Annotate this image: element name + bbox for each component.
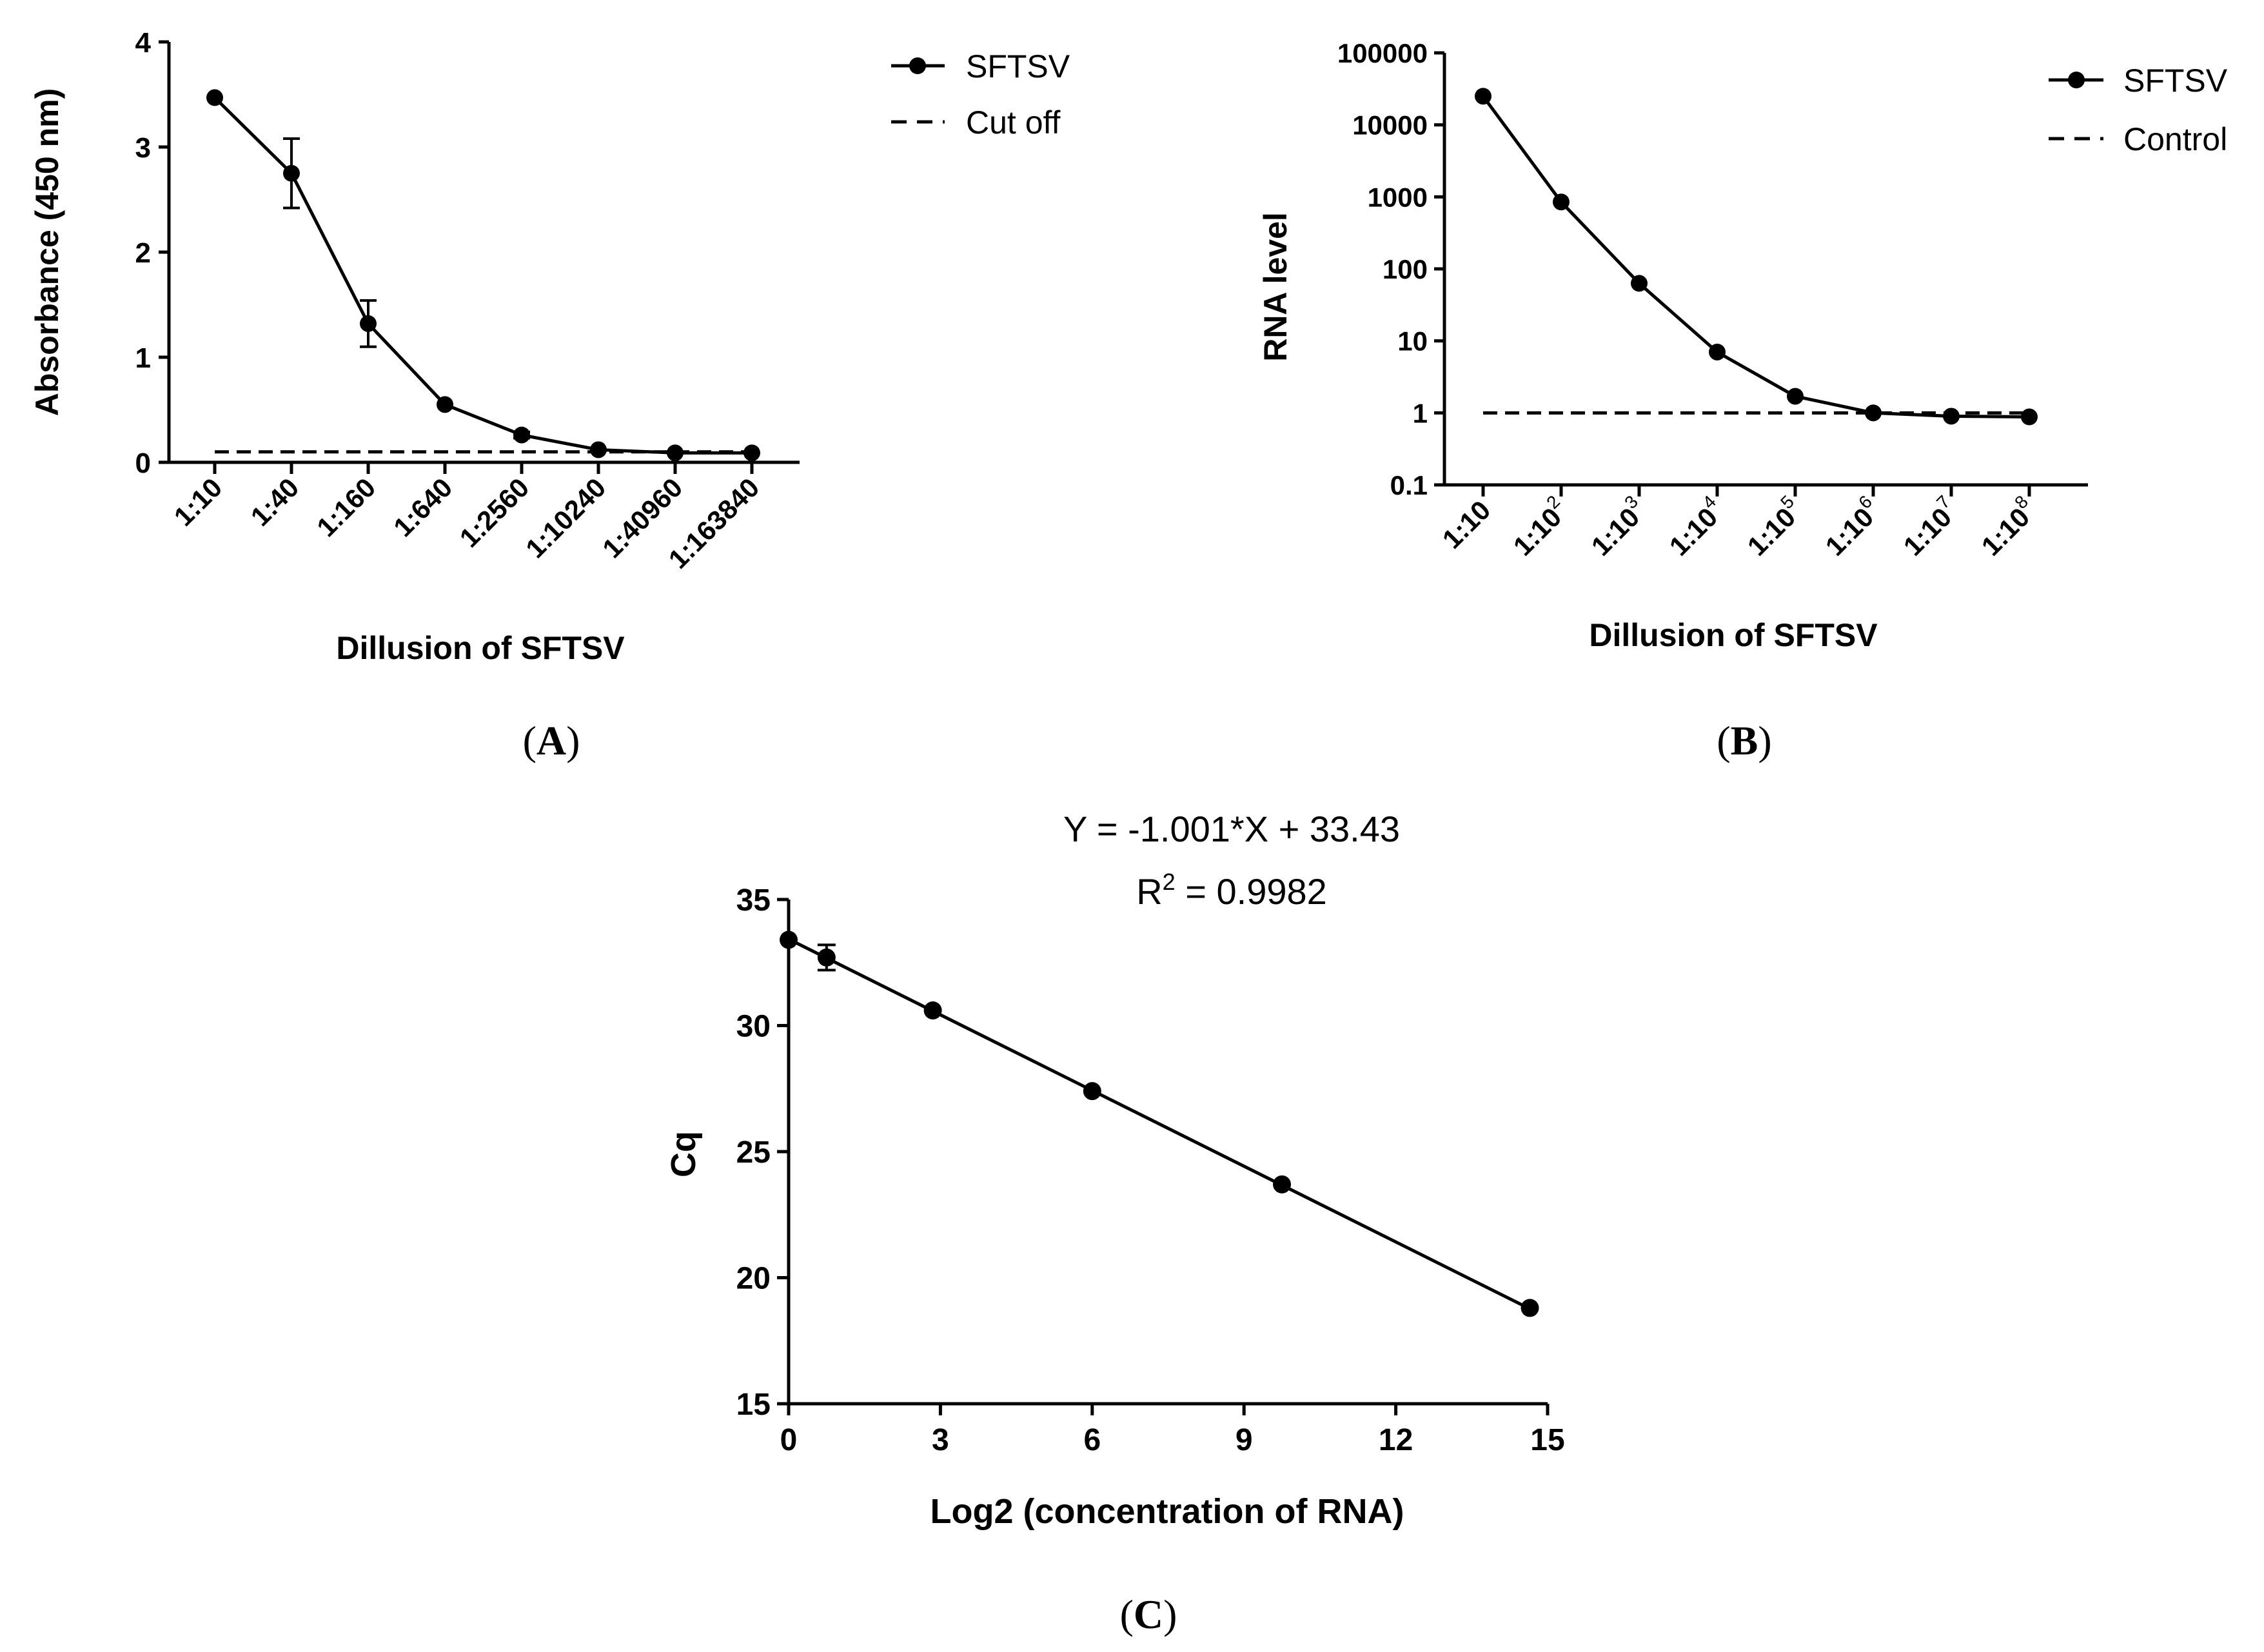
panel-label-c: (C) (1120, 1591, 1177, 1637)
panel-b-sftsv-line (1481, 95, 2030, 419)
panel-a-sftsv-line (213, 96, 752, 455)
panel-c-x-tick-label: 6 (1083, 1423, 1101, 1457)
legend-a-sftsv-label: SFTSV (966, 48, 1070, 84)
panel-b-y-tick-label: 100000 (1337, 38, 1428, 68)
legend-a-cutoff: Cut off (891, 104, 1060, 141)
panel-c-data-point (923, 1001, 942, 1020)
panel-a-sftsv-point (437, 396, 453, 413)
panel-b-sftsv-point (1709, 343, 1726, 360)
panel-label-b: (B) (1717, 718, 1771, 763)
panel-c-y-tick-label: 25 (736, 1136, 771, 1170)
panel-c-x-tick-label: 9 (1235, 1423, 1253, 1457)
panel-c-y-tick-label: 30 (736, 1010, 771, 1044)
panel-a-sftsv-point (513, 426, 530, 444)
panel-a-y-tick-label: 3 (135, 132, 151, 164)
panel-a-x-tick-label: 1:10 (168, 472, 228, 532)
panel-b-x-tick-label: 1:105 (1738, 491, 1809, 562)
panel-c-y-tick-label: 15 (736, 1388, 771, 1422)
panel-b-y-tick-label: 10000 (1352, 110, 1428, 141)
panel-a-y-tick-label: 0 (135, 447, 151, 479)
panel-c-y-tick-label: 20 (736, 1262, 771, 1296)
panel-c-x-tick-label: 12 (1379, 1423, 1413, 1457)
panel-b-sftsv-point (2021, 408, 2038, 426)
panel-a-legend: SFTSV Cut off (891, 48, 1070, 141)
panel-a-y-tick-label: 1 (135, 342, 151, 374)
panel-c-y-tick-label: 35 (736, 883, 771, 918)
panel-b-sftsv-point (1865, 404, 1882, 422)
panel-c-data-point (780, 930, 798, 949)
panel-b-x-tick-label: 1:106 (1816, 491, 1887, 562)
panel-b-legend: SFTSV Control (2049, 63, 2228, 157)
panel-a-sftsv-point (360, 315, 377, 332)
panel-b-y-tick-label: 10 (1397, 326, 1428, 357)
panel-b-sftsv-point (1631, 275, 1648, 292)
panel-a-x-tick-label: 1:160 (311, 472, 381, 542)
panel-c-data-point (817, 948, 836, 967)
panel-c-y-axis-title: Cq (664, 1131, 703, 1177)
r2-value: = 0.9982 (1176, 871, 1327, 912)
legend-b-sftsv: SFTSV (2049, 63, 2228, 99)
panel-b-x-tick-label: 1:104 (1660, 491, 1731, 562)
panel-c-x-axis-title: Log2 (concentration of RNA) (930, 1492, 1404, 1531)
panel-b-x-tick-label: 1:107 (1895, 491, 1965, 562)
panel-b-sftsv-point (1475, 88, 1491, 105)
panel-c-x-tick-label: 0 (780, 1423, 798, 1457)
panel-a-sftsv-point (206, 89, 223, 106)
panel-a-y-axis-title: Absorbance (450 nm) (29, 88, 65, 416)
legend-b-control-label: Control (2123, 121, 2227, 157)
panel-b-x-tick-label: 1:108 (1973, 491, 2043, 562)
panel-b-x-tick-label: 1:102 (1504, 491, 1575, 562)
panel-a-x-axis-title: Dillusion of SFTSV (336, 630, 625, 666)
r2-exponent: 2 (1163, 869, 1176, 895)
panel-a-sftsv-point (743, 444, 760, 462)
panel-b-y-axis-title: RNA level (1257, 212, 1294, 362)
panel-c-x-tick-label: 3 (932, 1423, 949, 1457)
legend-a-cutoff-label: Cut off (966, 104, 1060, 141)
panel-b-sftsv-point (1553, 193, 1570, 211)
legend-a-sftsv-marker-icon (909, 57, 926, 74)
panel-c-data-point (1273, 1175, 1292, 1194)
panel-b-y-tick-label: 0.1 (1390, 470, 1428, 500)
panel-a-x-tick-label: 1:640 (388, 472, 458, 542)
r2-prefix: R (1136, 871, 1162, 912)
panel-c-data-point (1521, 1299, 1539, 1317)
panel-a-sftsv-point (283, 164, 300, 182)
legend-b-sftsv-marker-icon (2068, 72, 2085, 88)
panel-c-x-tick-label: 15 (1530, 1423, 1564, 1457)
panel-b-y-tick-label: 100 (1383, 254, 1428, 284)
panel-c-fit-line (787, 938, 1531, 1311)
panel-b-y-tick-label: 1 (1413, 398, 1428, 428)
legend-b-control: Control (2049, 121, 2227, 157)
panel-b-x-axis-title: Dillusion of SFTSV (1589, 617, 1878, 653)
panel-c-equation: Y = -1.001*X + 33.43 (1063, 809, 1400, 849)
panel-b-sftsv-point (1943, 408, 1960, 425)
panel-c-chart: 15 20 25 30 35 0 3 6 9 12 15 Cq Log2 (concentrati… (664, 809, 1565, 1531)
panel-a-sftsv-point (667, 444, 684, 462)
panel-label-a: (A) (523, 718, 580, 763)
panel-c-data-point (1083, 1082, 1101, 1101)
legend-b-sftsv-label: SFTSV (2123, 63, 2228, 99)
panel-a-y-tick-label: 2 (135, 237, 151, 269)
panel-c-r-squared: R2 = 0.9982 (1136, 869, 1327, 912)
panel-b-sftsv-point (1787, 388, 1804, 405)
panel-a-x-tick-label: 1:10240 (520, 472, 611, 564)
panel-b-x-tick-label: 1:10 (1437, 495, 1497, 555)
panel-b-x-tick-label: 1:103 (1582, 491, 1653, 562)
legend-a-sftsv: SFTSV (891, 48, 1070, 84)
panel-a-sftsv-point (590, 441, 607, 458)
panel-a-x-tick-label: 1:40 (245, 472, 305, 532)
panel-a-y-tick-label: 4 (135, 27, 152, 59)
panel-b-y-tick-label: 1000 (1368, 182, 1428, 212)
